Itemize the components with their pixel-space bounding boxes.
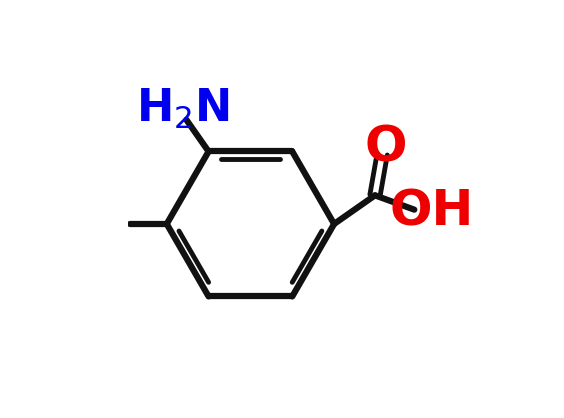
Text: O: O — [364, 124, 407, 172]
Text: H$_2$N: H$_2$N — [136, 87, 230, 131]
Text: OH: OH — [390, 187, 474, 235]
